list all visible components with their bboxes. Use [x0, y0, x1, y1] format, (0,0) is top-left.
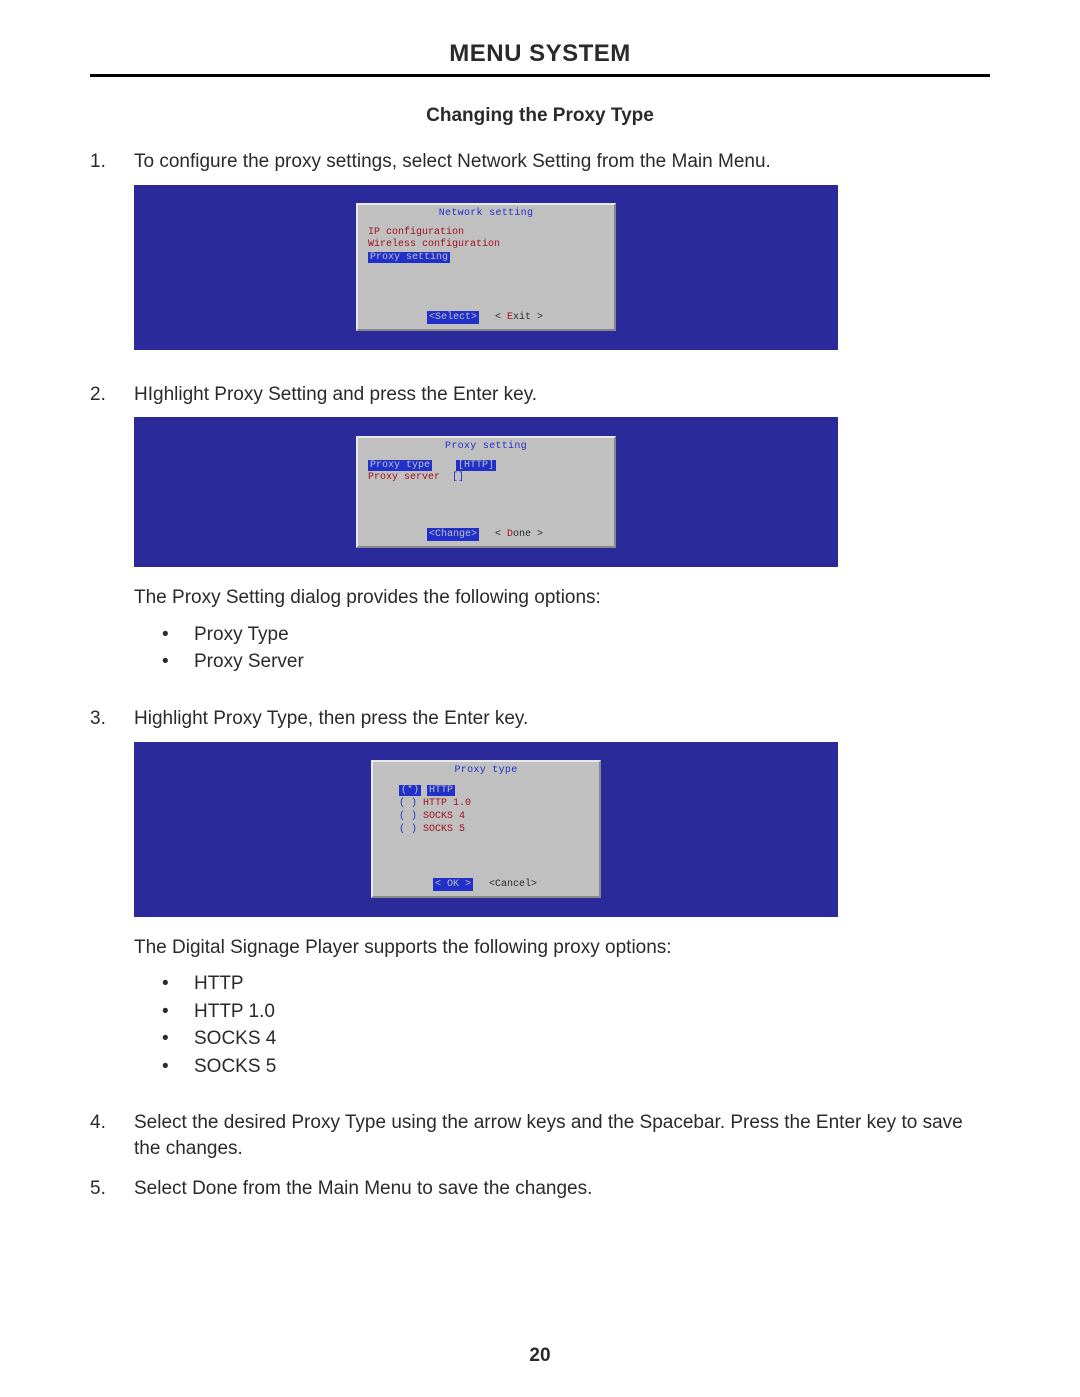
steps-list: 1. To configure the proxy settings, sele…: [90, 149, 990, 1201]
step-followup-text: The Proxy Setting dialog provides the fo…: [134, 585, 990, 611]
dialog-buttons: <Change> < Done >: [358, 524, 614, 547]
radio-http[interactable]: (*) HTTP: [399, 784, 589, 797]
step-number: 4.: [90, 1110, 134, 1161]
screenshot-network-setting: Network setting IP configuration Wireles…: [134, 185, 838, 350]
list-item: Proxy Server: [134, 648, 990, 676]
proxy-type-options-list: HTTP HTTP 1.0 SOCKS 4 SOCKS 5: [134, 970, 990, 1080]
dialog-proxy-type: Proxy type (*) HTTP ( ) HTTP 1.0 ( ) SOC…: [371, 760, 601, 898]
dialog-title: Proxy type: [373, 762, 599, 781]
done-button[interactable]: < Done >: [493, 528, 545, 542]
list-item: SOCKS 5: [134, 1053, 990, 1081]
screenshot-proxy-type: Proxy type (*) HTTP ( ) HTTP 1.0 ( ) SOC…: [134, 742, 838, 917]
screenshot-proxy-setting: Proxy setting Proxy type [HTTP] Proxy se…: [134, 417, 838, 567]
proxy-setting-options-list: Proxy Type Proxy Server: [134, 621, 990, 676]
exit-button[interactable]: < Exit >: [493, 311, 545, 325]
list-item: Proxy Type: [134, 621, 990, 649]
step-item: 5. Select Done from the Main Menu to sav…: [90, 1176, 990, 1202]
step-text: Highlight Proxy Type, then press the Ent…: [134, 706, 990, 732]
step-item: 2. HIghlight Proxy Setting and press the…: [90, 382, 990, 692]
dialog-proxy-setting: Proxy setting Proxy type [HTTP] Proxy se…: [356, 436, 616, 548]
page-title: MENU SYSTEM: [90, 40, 990, 74]
cancel-button[interactable]: <Cancel>: [487, 878, 539, 892]
dialog-body: (*) HTTP ( ) HTTP 1.0 ( ) SOCKS 4 ( ) SO…: [373, 781, 599, 874]
menu-item-ip-config[interactable]: IP configuration: [368, 227, 604, 240]
step-number: 5.: [90, 1176, 134, 1202]
dialog-title: Proxy setting: [358, 438, 614, 457]
title-rule: [90, 74, 990, 77]
step-text: To configure the proxy settings, select …: [134, 149, 990, 175]
radio-socks4[interactable]: ( ) SOCKS 4: [399, 810, 589, 823]
menu-item-proxy-setting[interactable]: Proxy setting: [368, 252, 604, 265]
section-title: Changing the Proxy Type: [90, 105, 990, 127]
menu-item-wireless-config[interactable]: Wireless configuration: [368, 239, 604, 252]
step-text: Select the desired Proxy Type using the …: [134, 1110, 990, 1161]
dialog-body: Proxy type [HTTP] Proxy server []: [358, 457, 614, 524]
dialog-buttons: <Select> < Exit >: [358, 307, 614, 330]
step-item: 3. Highlight Proxy Type, then press the …: [90, 706, 990, 1096]
step-followup-text: The Digital Signage Player supports the …: [134, 935, 990, 961]
step-item: 1. To configure the proxy settings, sele…: [90, 149, 990, 368]
field-proxy-server[interactable]: Proxy server []: [368, 472, 604, 485]
list-item: HTTP 1.0: [134, 998, 990, 1026]
step-item: 4. Select the desired Proxy Type using t…: [90, 1110, 990, 1161]
list-item: HTTP: [134, 970, 990, 998]
field-proxy-type[interactable]: Proxy type [HTTP]: [368, 460, 604, 473]
dialog-title: Network setting: [358, 205, 614, 224]
step-number: 3.: [90, 706, 134, 1096]
list-item: SOCKS 4: [134, 1025, 990, 1053]
change-button[interactable]: <Change>: [427, 528, 479, 542]
step-text: HIghlight Proxy Setting and press the En…: [134, 382, 990, 408]
radio-socks5[interactable]: ( ) SOCKS 5: [399, 823, 589, 836]
step-text: Select Done from the Main Menu to save t…: [134, 1176, 990, 1202]
dialog-buttons: < OK > <Cancel>: [373, 874, 599, 897]
page-number: 20: [0, 1345, 1080, 1367]
step-number: 1.: [90, 149, 134, 368]
ok-button[interactable]: < OK >: [433, 878, 473, 892]
dialog-body: IP configuration Wireless configuration …: [358, 224, 614, 307]
step-number: 2.: [90, 382, 134, 692]
select-button[interactable]: <Select>: [427, 311, 479, 325]
dialog-network-setting: Network setting IP configuration Wireles…: [356, 203, 616, 331]
radio-http10[interactable]: ( ) HTTP 1.0: [399, 797, 589, 810]
